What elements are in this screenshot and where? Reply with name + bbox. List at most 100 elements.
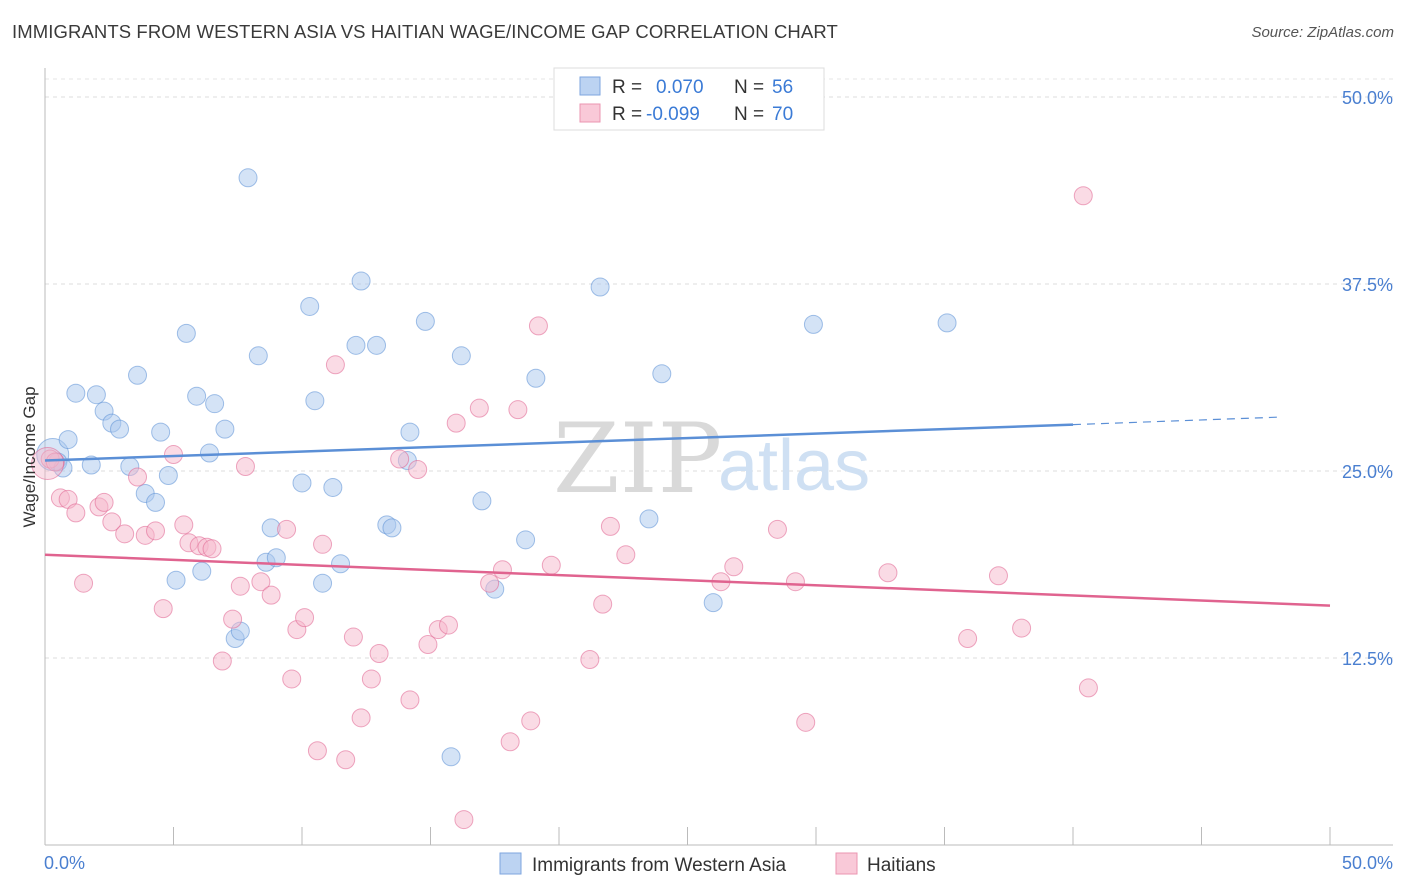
point-western-asia-32 [305,391,325,411]
bottom-legend-label-haitians: Haitians [867,855,936,876]
point-western-asia-19 [192,561,212,581]
legend-bottom: Immigrants from Western Asia Haitians [499,852,936,876]
point-haitians-61 [785,572,805,592]
point-haitians-48 [492,560,512,580]
legend-n-label-0: N = [734,77,764,98]
point-western-asia-38 [367,335,387,355]
watermark: ZIP atlas [553,403,870,515]
point-western-asia-11 [128,365,148,385]
point-haitians-49 [500,732,520,752]
point-western-asia-36 [346,335,366,355]
point-western-asia-46 [472,491,492,511]
tick-labels: 12.5% 25.0% 37.5% 50.0% 0.0% 50.0% [44,88,1393,873]
watermark-atlas: atlas [718,426,870,506]
point-western-asia-3 [58,430,78,450]
point-haitians-54 [580,649,600,669]
point-western-asia-40 [382,518,402,538]
point-western-asia-21 [205,394,225,414]
x-tick-label-1: 50.0% [1342,853,1393,873]
point-haitians-25 [261,585,281,605]
legend-r-value-1: -0.099 [646,104,700,125]
point-haitians-26 [277,519,297,539]
point-haitians-46 [469,398,489,418]
point-haitians-35 [351,708,371,728]
point-western-asia-6 [86,385,106,405]
point-western-asia-25 [238,168,258,188]
point-haitians-9 [115,524,135,544]
point-western-asia-13 [146,492,166,512]
point-western-asia-4 [66,383,86,403]
point-western-asia-15 [158,465,178,485]
legend-swatch-haitians [579,103,601,123]
point-haitians-21 [223,609,243,629]
point-western-asia-49 [526,368,546,388]
legend-n-value-1: 70 [772,104,793,125]
trend-line-western-asia-extension [1072,416,1279,426]
point-haitians-7 [94,492,114,512]
source-label: Source: ZipAtlas.com [1251,24,1394,41]
point-haitians-23 [235,457,255,477]
point-western-asia-29 [266,548,286,568]
point-haitians-41 [418,635,438,655]
point-haitians-47 [480,573,500,593]
point-western-asia-48 [516,530,536,550]
point-haitians-34 [343,627,363,647]
point-haitians-62 [796,712,816,732]
point-western-asia-34 [323,477,343,497]
point-haitians-59 [724,557,744,577]
point-western-asia-55 [937,313,957,333]
point-haitians-68 [1078,678,1098,698]
point-western-asia-5 [81,455,101,475]
gridlines [45,78,1393,659]
point-western-asia-52 [652,364,672,384]
point-haitians-63 [878,563,898,583]
point-western-asia-9 [110,419,130,439]
point-haitians-51 [521,711,541,731]
point-western-asia-44 [441,747,461,767]
legend-r-value-0: 0.070 [656,77,704,98]
point-haitians-4 [66,503,86,523]
point-western-asia-20 [199,443,219,463]
point-haitians-67 [1073,186,1093,206]
point-haitians-30 [307,741,327,761]
point-western-asia-31 [300,296,320,316]
point-western-asia-54 [803,314,823,334]
point-haitians-29 [295,608,315,628]
legend-n-value-0: 56 [772,77,793,98]
bottom-legend-label-western-asia: Immigrants from Western Asia [532,855,787,876]
point-haitians-20 [212,651,232,671]
point-haitians-55 [593,594,613,614]
bottom-legend-swatch-western-asia [499,852,522,875]
point-haitians-69 [31,447,65,481]
y-tick-label-1: 25.0% [1342,462,1393,482]
point-western-asia-53 [703,593,723,613]
point-haitians-22 [230,576,250,596]
y-tick-label-2: 37.5% [1342,275,1393,295]
point-haitians-50 [508,400,528,420]
chart-title: IMMIGRANTS FROM WESTERN ASIA VS HAITIAN … [12,21,838,42]
point-haitians-52 [528,316,548,336]
point-haitians-33 [336,750,356,770]
point-haitians-31 [313,534,333,554]
point-western-asia-33 [313,573,333,593]
point-haitians-1 [45,452,65,472]
point-haitians-12 [146,521,166,541]
point-haitians-57 [616,545,636,565]
legend-swatch-western-asia [579,76,601,96]
point-haitians-53 [541,555,561,575]
y-tick-label-0: 12.5% [1342,649,1393,669]
point-western-asia-35 [331,554,351,574]
trend-lines [44,416,1331,607]
point-haitians-37 [369,644,389,664]
point-haitians-27 [282,669,302,689]
legend-r-label-0: R = [612,77,642,98]
point-western-asia-45 [451,346,471,366]
point-haitians-44 [446,413,466,433]
legend-r-label-1: R = [612,104,642,125]
point-haitians-39 [400,690,420,710]
point-haitians-13 [153,599,173,619]
trend-line-haitians [44,553,1331,607]
point-haitians-36 [361,669,381,689]
point-western-asia-43 [415,311,435,331]
point-western-asia-14 [151,422,171,442]
